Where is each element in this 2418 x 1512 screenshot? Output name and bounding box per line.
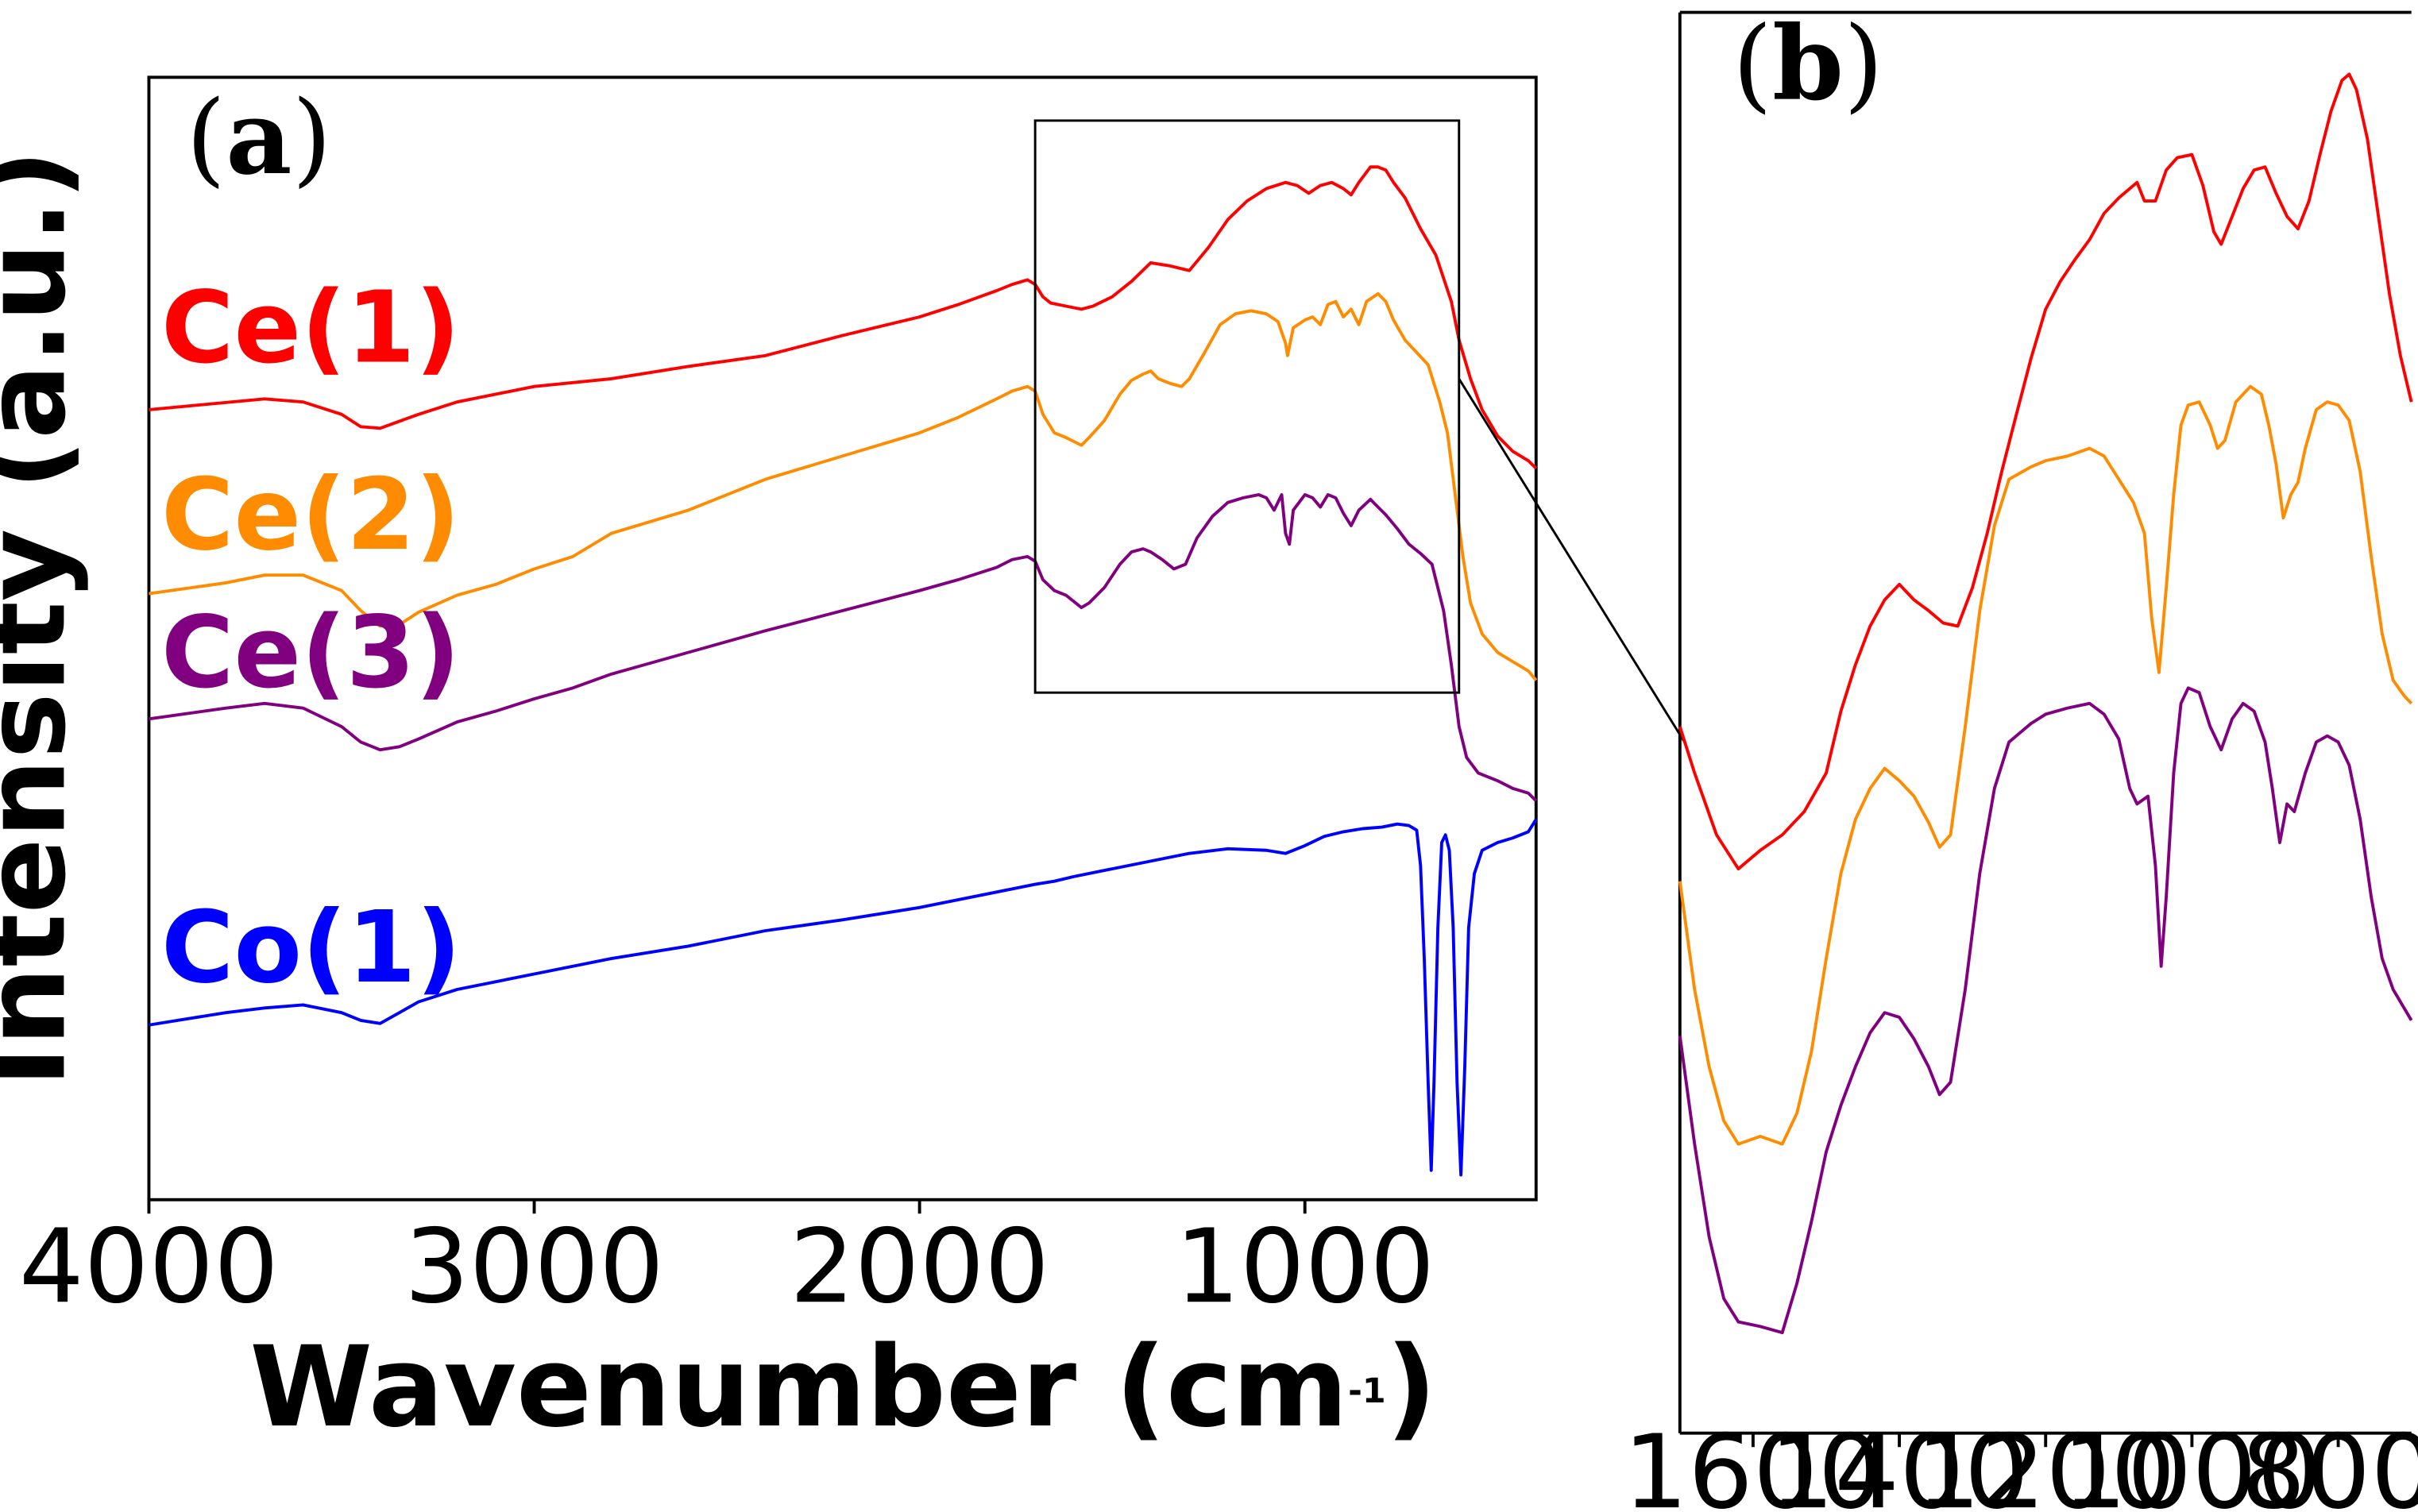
panel-a-zoom-box — [1033, 119, 1461, 694]
legend-ce3: Ce(3) — [161, 595, 460, 710]
panel-b-tick-label-1600: 1600 — [1623, 1414, 1883, 1512]
panel-a-series-ce2 — [149, 291, 1538, 681]
legend-ce1: Ce(1) — [161, 271, 460, 386]
panel-b-tick-label-1000: 1000 — [2062, 1414, 2322, 1512]
legend-co1: Co(1) — [161, 890, 462, 1005]
panel-b-series — [1678, 72, 2413, 1335]
panel-a-label: (a) — [186, 78, 332, 198]
panel-b-tick-label-1400: 1400 — [1770, 1414, 2030, 1512]
panel-b-series-ce2 — [1678, 384, 2413, 1146]
legend-ce2: Ce(2) — [161, 457, 460, 573]
x-axis-title: Wavenumber (cm-1) — [249, 1323, 1436, 1452]
panel-a-label-letter: a — [226, 78, 292, 198]
panel-a: 4000 3000 2000 1000 (a) Ce(1) Ce(2) Ce(3) C… — [0, 75, 1686, 1452]
zoom-connector-line — [1458, 378, 1686, 743]
panel-b-tick-label-1200: 1200 — [1916, 1414, 2176, 1512]
panel-a-series-co1 — [149, 818, 1538, 1177]
panel-a-tick-label-2000: 2000 — [790, 1208, 1049, 1326]
panel-b-tick-label-800: 800 — [2241, 1414, 2418, 1512]
panel-a-frame — [147, 75, 1538, 1202]
panel-a-x-ticks: 4000 3000 2000 1000 — [19, 1199, 1435, 1326]
panel-a-tick-label-3000: 3000 — [404, 1208, 664, 1326]
panel-b-label-letter: b — [1772, 4, 1844, 124]
panel-b-series-ce3 — [1678, 686, 2413, 1335]
panel-a-series — [149, 165, 1538, 1177]
panel-a-tick-label-1000: 1000 — [1175, 1208, 1435, 1326]
panel-a-series-ce1 — [149, 165, 1538, 470]
panel-b-label: (b) — [1732, 4, 1883, 124]
y-axis-title: Intensity (a.u.) — [0, 149, 91, 1087]
panel-a-series-ce3 — [149, 493, 1538, 802]
panel-a-tick-label-4000: 4000 — [19, 1208, 279, 1326]
panel-b-series-ce1 — [1678, 72, 2413, 871]
x-axis-title-superscript: -1 — [1348, 1371, 1386, 1411]
